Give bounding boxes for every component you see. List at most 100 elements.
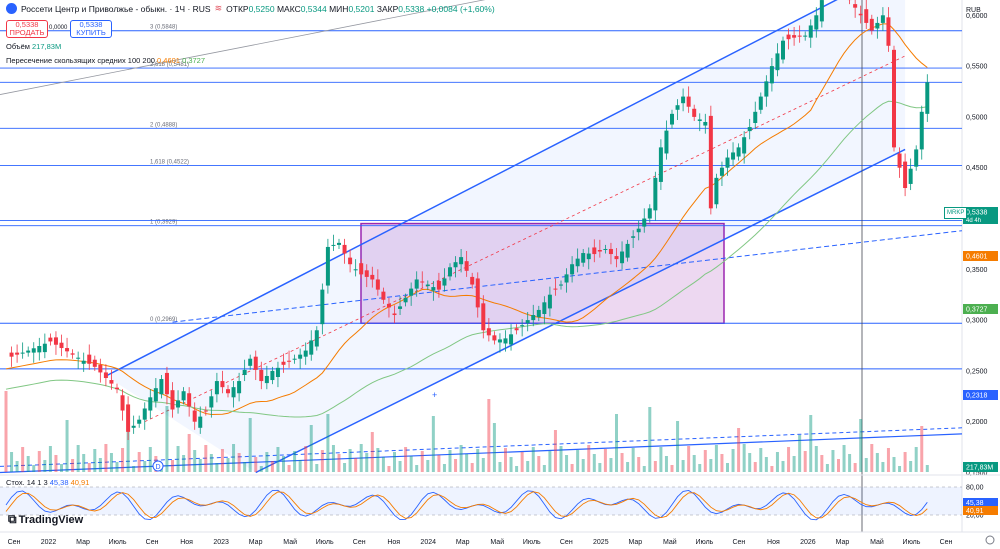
- volume-bar: [215, 463, 219, 472]
- volume-bar: [609, 458, 613, 472]
- candle-body: [642, 218, 647, 227]
- candle-body: [181, 391, 186, 401]
- candle-body: [608, 248, 613, 255]
- candle-body: [475, 278, 480, 308]
- candle-body: [819, 0, 824, 22]
- volume-bar: [809, 415, 813, 472]
- candle-body: [703, 121, 708, 126]
- volume-legend[interactable]: Объём 217,83M: [6, 42, 62, 51]
- volume-bar: [454, 459, 458, 472]
- candle-body: [92, 359, 97, 367]
- volume-bar: [448, 450, 452, 472]
- candle-body: [153, 388, 158, 402]
- price-tag-label: 217,83M: [966, 465, 993, 472]
- candle-body: [287, 360, 292, 362]
- volume-bar: [920, 426, 924, 472]
- volume-bar: [509, 457, 513, 472]
- volume-bar: [409, 456, 413, 472]
- candle-body: [398, 306, 403, 309]
- buy-button[interactable]: 0,5338 КУПИТЬ: [70, 20, 112, 38]
- stoch-k-line: [5, 489, 928, 521]
- event-marker-icon: [152, 460, 164, 472]
- x-axis-tick-label: Сен: [8, 539, 21, 546]
- y-axis-tick-label: 0,5500: [966, 64, 988, 71]
- ma-cross-legend[interactable]: Пересечение скользящих средних 100 200 0…: [6, 56, 206, 65]
- x-axis-tick-label: 2023: [213, 539, 229, 546]
- candle-body: [769, 66, 774, 84]
- candle-body: [214, 381, 219, 395]
- candle-body: [370, 274, 375, 280]
- volume-bar: [731, 449, 735, 472]
- volume-bar: [337, 454, 341, 472]
- candle-body: [481, 303, 486, 331]
- volume-bar: [232, 444, 236, 472]
- volume-bar: [393, 452, 396, 472]
- volume-bar: [265, 452, 269, 472]
- volume-bar: [343, 463, 347, 472]
- event-marker-label: D: [156, 464, 161, 471]
- stoch-legend[interactable]: Стох. 14 1 3 45,38 40,91: [6, 478, 90, 487]
- candle-body: [203, 410, 208, 412]
- sell-button[interactable]: 0,5338 ПРОДАТЬ: [6, 20, 48, 38]
- volume-bar: [65, 420, 69, 472]
- candle-body: [126, 404, 131, 432]
- x-axis-tick-label: Сен: [560, 539, 573, 546]
- volume-bar: [870, 444, 874, 472]
- candle-body: [342, 244, 347, 254]
- candle-body: [403, 297, 408, 303]
- candle-body: [386, 303, 391, 308]
- candle-body: [514, 328, 519, 331]
- volume-bar: [803, 451, 807, 472]
- candle-body: [137, 419, 142, 424]
- x-axis-tick-label: Мар: [836, 539, 850, 546]
- dashed-support-line: [172, 230, 963, 323]
- volume-bar: [642, 466, 646, 472]
- volume-bar: [620, 453, 624, 472]
- candle-body: [325, 246, 330, 286]
- candle-body: [719, 167, 724, 176]
- volume-bar: [171, 460, 174, 472]
- volume-bar: [187, 434, 191, 472]
- volume-bar: [565, 455, 569, 472]
- volume-bar: [420, 451, 424, 472]
- candle-body: [570, 264, 575, 275]
- volume-bar: [698, 464, 702, 472]
- volume-bar: [387, 466, 391, 472]
- volume-bar: [54, 455, 58, 472]
- candle-body: [364, 270, 369, 277]
- candle-body: [53, 337, 58, 345]
- candle-body: [115, 387, 119, 390]
- x-axis-tick-label: Ноя: [767, 539, 780, 546]
- candle-body: [725, 157, 730, 168]
- volume-bar: [853, 463, 857, 472]
- volume-bar: [143, 461, 147, 472]
- volume-bar: [775, 452, 779, 472]
- candle-body: [664, 130, 669, 154]
- volume-bar: [531, 447, 535, 472]
- candle-body: [198, 416, 203, 428]
- volume-bar: [681, 460, 685, 472]
- volume-bar: [653, 461, 657, 472]
- volume-bar: [182, 455, 186, 472]
- crosshair-icon: +: [432, 390, 437, 400]
- x-axis-tick-label: Июль: [523, 539, 541, 546]
- candle-body: [559, 284, 563, 286]
- symbol-title[interactable]: Россети Центр и Приволжье - обыкн. · 1Ч …: [21, 3, 211, 14]
- volume-bar: [442, 464, 446, 472]
- volume-bar: [764, 457, 768, 472]
- candle-body: [70, 353, 75, 355]
- currency-label[interactable]: RUB: [966, 7, 981, 14]
- candle-body: [248, 358, 253, 366]
- price-tag-countdown: 4d 4h: [966, 218, 981, 224]
- volume-bar: [320, 450, 324, 472]
- volume-bar: [898, 466, 902, 472]
- volume-bar: [381, 457, 385, 472]
- volume-bar: [298, 460, 302, 472]
- volume-bar: [737, 428, 741, 472]
- candle-body: [420, 281, 425, 283]
- candle-body: [658, 147, 663, 182]
- candle-body: [142, 408, 147, 420]
- candle-body: [314, 330, 319, 347]
- candle-body: [486, 328, 491, 336]
